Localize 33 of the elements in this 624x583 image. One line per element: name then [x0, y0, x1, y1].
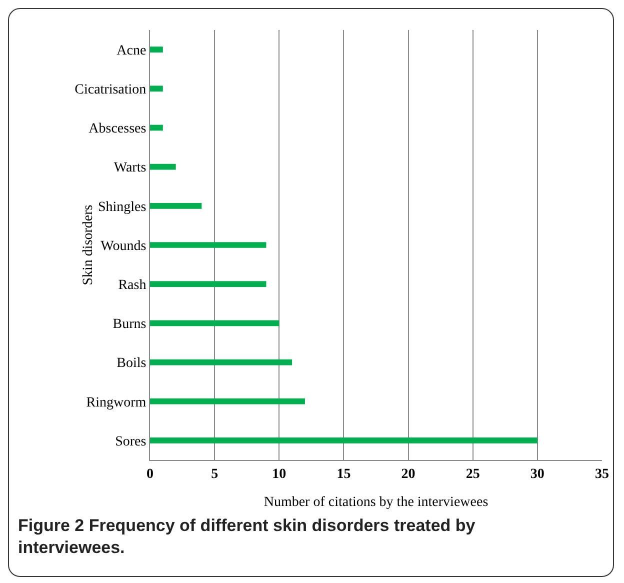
- bar: [150, 46, 163, 52]
- bar: [150, 438, 538, 444]
- bar: [150, 164, 176, 170]
- y-tick-label: Boils: [116, 356, 146, 372]
- y-axis-title: Skin disorders: [80, 204, 96, 286]
- bar: [150, 242, 266, 248]
- y-tick-label: Wounds: [100, 238, 146, 254]
- y-tick-label: Sores: [115, 434, 146, 450]
- x-tick-label: 30: [530, 466, 544, 482]
- y-tick-label: Ringworm: [86, 395, 146, 410]
- caption: Figure 2 Frequency of different skin disorders treated by interviewees.: [18, 515, 476, 559]
- bar: [150, 398, 305, 404]
- y-tick-label: Abscesses: [88, 122, 146, 137]
- bar: [150, 359, 292, 366]
- bar: [150, 202, 202, 209]
- x-tick-label: 15: [336, 466, 351, 482]
- y-tick-label: Acne: [116, 43, 146, 58]
- bar: [150, 124, 163, 131]
- x-tick-label: 0: [146, 466, 154, 482]
- bar: [150, 320, 280, 326]
- bar: [150, 86, 163, 92]
- x-tick-label: 20: [401, 466, 416, 482]
- y-tick-label: Rash: [118, 278, 146, 293]
- x-tick-label: 5: [211, 466, 218, 482]
- y-tick-label: Warts: [114, 160, 146, 176]
- x-axis-title: Number of citations by the interviewees: [264, 495, 488, 510]
- x-tick-label: 35: [595, 466, 609, 482]
- y-tick-label: Cicatrisation: [74, 82, 146, 98]
- y-tick-label: Burns: [112, 317, 146, 332]
- x-tick-label: 25: [466, 466, 480, 482]
- y-tick-label: Shingles: [98, 200, 146, 215]
- bar: [150, 281, 266, 288]
- x-tick-label: 10: [272, 466, 286, 482]
